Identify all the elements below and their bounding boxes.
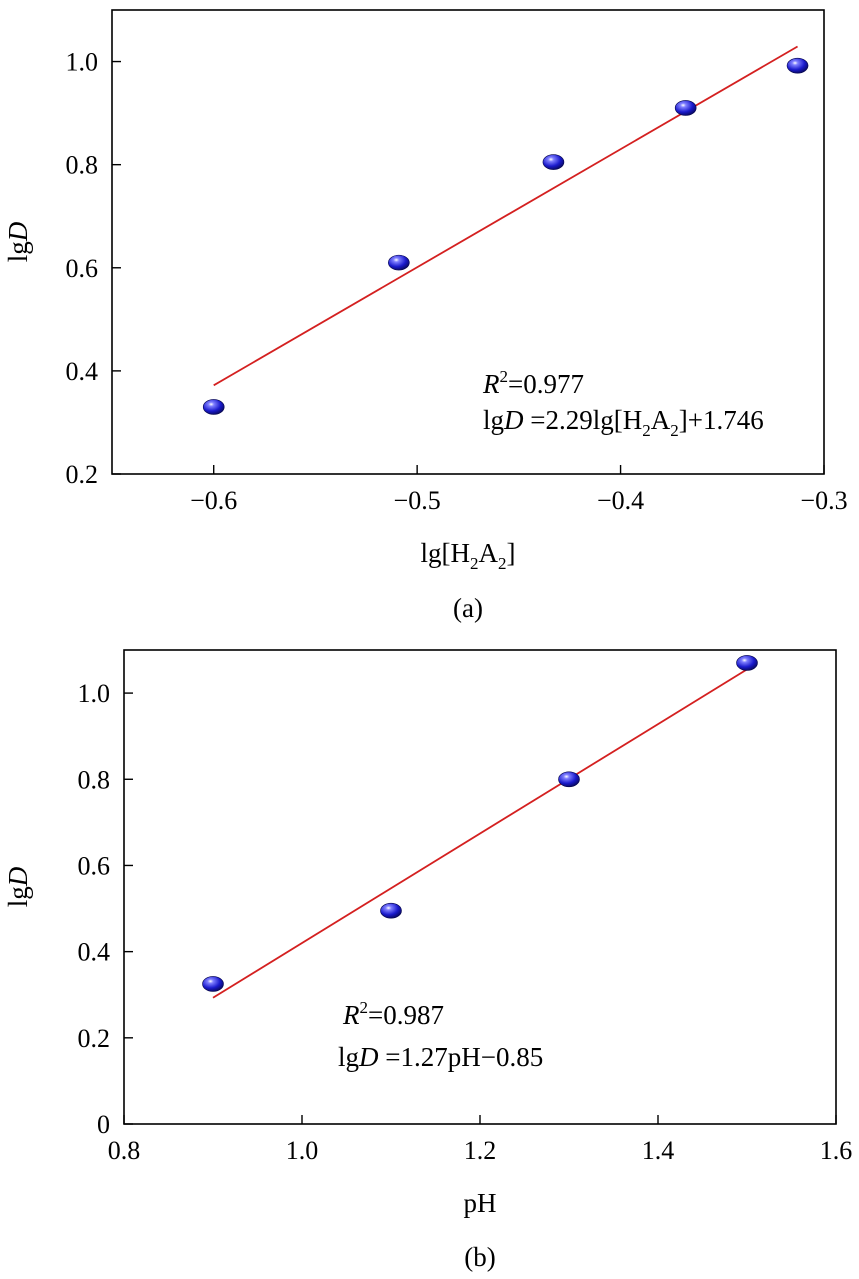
chart-a-x-tick-label: −0.6: [190, 486, 237, 515]
chart-b-r2: R2=0.987: [342, 998, 444, 1030]
chart-a-y-label: lgD: [3, 221, 33, 262]
chart-a-r2: R2=0.977: [482, 367, 584, 399]
chart-a-y-tick-label: 0.2: [66, 460, 99, 489]
chart-a-y-tick-label: 0.4: [66, 357, 99, 386]
chart-a-y-tick-label: 1.0: [66, 48, 99, 77]
chart-b-y-label: lgD: [3, 866, 33, 907]
chart-b-equation: lgD =1.27pH−0.85: [338, 1042, 543, 1072]
chart-a-y-tick-labels: 0.2 0.4 0.6 0.8 1.0: [66, 48, 99, 489]
chart-a-ticks: [112, 60, 825, 475]
chart-a-data-point: [542, 154, 565, 170]
chart-b-y-tick-label: 0.6: [78, 851, 111, 880]
chart-a-x-tick-label: −0.4: [597, 486, 644, 515]
chart-a-data-point: [388, 254, 410, 271]
chart-b-x-tick-label: 0.8: [108, 1136, 141, 1165]
chart-b-y-tick-label: 0.8: [78, 765, 111, 794]
chart-b-caption: (b): [464, 1242, 495, 1272]
chart-a-x-tick-label: −0.5: [394, 486, 441, 515]
chart-a-x-tick-labels: −0.6 −0.5 −0.4 −0.3: [190, 486, 847, 515]
chart-b-y-tick-label: 0: [97, 1110, 110, 1139]
chart-b-data-point: [558, 771, 580, 788]
chart-a-y-tick-label: 0.6: [66, 254, 99, 283]
chart-a-data-point: [786, 57, 809, 74]
chart-b-x-tick-label: 1.4: [642, 1136, 675, 1165]
chart-b-x-tick-label: 1.2: [464, 1136, 497, 1165]
chart-b: 0.8 1.0 1.2 1.4 1.6 0 0.2 0.4 0.6 0.8 1.0 R2=0.98…: [3, 649, 853, 1272]
chart-a-x-label: lg[H2A2]: [421, 538, 516, 573]
chart-b-x-tick-labels: 0.8 1.0 1.2 1.4 1.6: [108, 1136, 853, 1165]
chart-b-data-point: [380, 902, 402, 919]
chart-b-points: [202, 655, 758, 992]
chart-a-x-tick-label: −0.3: [800, 486, 847, 515]
chart-a-data-point: [202, 399, 225, 415]
chart-b-y-tick-labels: 0 0.2 0.4 0.6 0.8 1.0: [78, 679, 111, 1139]
chart-b-y-tick-label: 0.4: [78, 938, 111, 967]
chart-a: −0.6 −0.5 −0.4 −0.3 0.2 0.4 0.6 0.8 1.0 R2=0.97…: [3, 9, 848, 623]
chart-a-equation: lgD =2.29lg[H2A2]+1.746: [483, 405, 764, 440]
chart-b-data-point: [736, 655, 758, 671]
chart-a-points: [202, 57, 809, 415]
chart-b-x-tick-label: 1.0: [286, 1136, 319, 1165]
chart-a-y-tick-label: 0.8: [66, 151, 99, 180]
chart-a-frame: [111, 9, 825, 475]
chart-b-y-tick-label: 1.0: [78, 679, 111, 708]
chart-a-caption: (a): [453, 593, 483, 623]
chart-b-y-tick-label: 0.2: [78, 1024, 111, 1053]
chart-b-ticks: [123, 692, 837, 1125]
chart-a-data-point: [674, 100, 697, 116]
chart-a-fit-line: [213, 45, 799, 387]
chart-b-x-tick-label: 1.6: [820, 1136, 853, 1165]
chart-b-fit-line: [212, 668, 748, 999]
chart-b-x-label: pH: [464, 1188, 497, 1218]
chart-b-data-point: [202, 976, 224, 992]
